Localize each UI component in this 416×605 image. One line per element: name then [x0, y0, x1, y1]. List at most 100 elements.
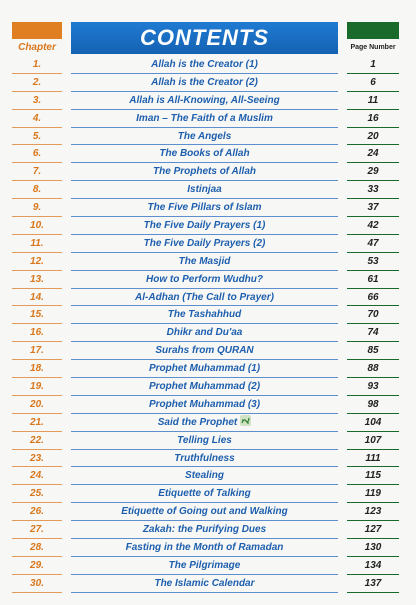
table-row[interactable]: 14. Al-Adhan (The Call to Prayer) 66 — [0, 289, 416, 307]
chapter-title[interactable]: Truthfulness — [71, 450, 338, 468]
chapter-title[interactable]: Prophet Muhammad (1) — [71, 360, 338, 379]
chapter-number: 4. — [12, 110, 62, 128]
page-number: 119 — [347, 485, 399, 504]
chapter-header: Chapter — [12, 22, 62, 56]
chapter-title-text: Prophet Muhammad (2) — [148, 381, 261, 393]
chapter-title[interactable]: The Angels — [71, 128, 338, 146]
chapter-number: 30. — [12, 575, 62, 593]
table-row[interactable]: 6. The Books of Allah 24 — [0, 145, 416, 164]
chapter-title-text: Prophet Muhammad (1) — [148, 363, 261, 375]
table-row[interactable]: 27. Zakah: the Purifying Dues 127 — [0, 521, 416, 540]
chapter-title-text: The Books of Allah — [159, 148, 250, 160]
table-row[interactable]: 12. The Masjid 53 — [0, 253, 416, 271]
chapter-title[interactable]: Dhikr and Du'aa — [71, 324, 338, 343]
chapter-title[interactable]: Etiquette of Talking — [71, 485, 338, 504]
chapter-number: 15. — [12, 306, 62, 325]
chapter-title[interactable]: How to Perform Wudhu? — [71, 271, 338, 289]
chapter-title[interactable]: Telling Lies — [71, 432, 338, 450]
chapter-title[interactable]: The Tashahhud — [71, 306, 338, 325]
table-row[interactable]: 7. The Prophets of Allah 29 — [0, 163, 416, 182]
table-row[interactable]: 9. The Five Pillars of Islam 37 — [0, 199, 416, 218]
page-number: 16 — [347, 110, 399, 128]
chapter-title[interactable]: The Books of Allah — [71, 145, 338, 164]
page-title: CONTENTS — [71, 22, 338, 54]
chapter-number: 19. — [12, 378, 62, 396]
chapter-title-text: Etiquette of Talking — [158, 488, 251, 500]
table-row[interactable]: 8. Istinjaa 33 — [0, 181, 416, 200]
chapter-title[interactable]: Allah is All-Knowing, All-Seeing — [71, 92, 338, 110]
table-row[interactable]: 13. How to Perform Wudhu? 61 — [0, 271, 416, 289]
page-number: 6 — [347, 74, 399, 92]
table-row[interactable]: 24. Stealing 115 — [0, 467, 416, 486]
page-number: 33 — [347, 181, 399, 200]
chapter-number: 22. — [12, 432, 62, 450]
chapter-title[interactable]: Iman – The Faith of a Muslim — [71, 110, 338, 128]
table-row[interactable]: 3. Allah is All-Knowing, All-Seeing 11 — [0, 92, 416, 110]
chapter-title[interactable]: Istinjaa — [71, 181, 338, 200]
table-row[interactable]: 11. The Five Daily Prayers (2) 47 — [0, 235, 416, 253]
chapter-title[interactable]: Allah is the Creator (1) — [71, 56, 338, 74]
table-row[interactable]: 17. Surahs from QURAN 85 — [0, 342, 416, 361]
table-row[interactable]: 16. Dhikr and Du'aa 74 — [0, 324, 416, 343]
table-row[interactable]: 21. Said the Prophet 104 — [0, 414, 416, 432]
table-row[interactable]: 2. Allah is the Creator (2) 6 — [0, 74, 416, 92]
chapter-title[interactable]: The Five Daily Prayers (1) — [71, 217, 338, 235]
chapter-title[interactable]: The Islamic Calendar — [71, 575, 338, 593]
chapter-header-label: Chapter — [18, 42, 56, 53]
chapter-title[interactable]: Etiquette of Going out and Walking — [71, 503, 338, 522]
page-number: 93 — [347, 378, 399, 396]
chapter-number: 17. — [12, 342, 62, 361]
chapter-title-text: Allah is the Creator (1) — [151, 59, 258, 70]
table-row[interactable]: 15. The Tashahhud 70 — [0, 306, 416, 325]
chapter-number: 2. — [12, 74, 62, 92]
page-number: 24 — [347, 145, 399, 164]
table-row[interactable]: 26. Etiquette of Going out and Walking 123 — [0, 503, 416, 522]
chapter-title[interactable]: Stealing — [71, 467, 338, 486]
chapter-title[interactable]: Surahs from QURAN — [71, 342, 338, 361]
chapter-number: 26. — [12, 503, 62, 522]
table-row[interactable]: 25. Etiquette of Talking 119 — [0, 485, 416, 504]
table-row[interactable]: 1. Allah is the Creator (1) 1 — [0, 56, 416, 74]
chapter-title-text: Iman – The Faith of a Muslim — [136, 112, 273, 124]
chapter-title[interactable]: Prophet Muhammad (3) — [71, 396, 338, 414]
chapter-title[interactable]: The Pilgrimage — [71, 557, 338, 575]
table-row[interactable]: 19. Prophet Muhammad (2) 93 — [0, 378, 416, 396]
chapter-title[interactable]: Said the Prophet — [71, 414, 338, 432]
chapter-title[interactable]: Zakah: the Purifying Dues — [71, 521, 338, 540]
table-row[interactable]: 10. The Five Daily Prayers (1) 42 — [0, 217, 416, 235]
chapter-title[interactable]: Al-Adhan (The Call to Prayer) — [71, 289, 338, 307]
chapter-number: 20. — [12, 396, 62, 414]
chapter-number: 16. — [12, 324, 62, 343]
page-number: 42 — [347, 217, 399, 235]
table-row[interactable]: 30. The Islamic Calendar 137 — [0, 575, 416, 593]
page-number: 1 — [347, 56, 399, 74]
chapter-number: 24. — [12, 467, 62, 486]
chapter-number: 9. — [12, 199, 62, 218]
table-row[interactable]: 4. Iman – The Faith of a Muslim 16 — [0, 110, 416, 128]
chapter-title[interactable]: The Five Daily Prayers (2) — [71, 235, 338, 253]
table-row[interactable]: 29. The Pilgrimage 134 — [0, 557, 416, 575]
chapter-title-text: Etiquette of Going out and Walking — [121, 506, 288, 518]
table-row[interactable]: 28. Fasting in the Month of Ramadan 130 — [0, 539, 416, 557]
table-row[interactable]: 5. The Angels 20 — [0, 128, 416, 146]
chapter-title[interactable]: Allah is the Creator (2) — [71, 74, 338, 92]
chapter-title-text: How to Perform Wudhu? — [145, 273, 264, 285]
chapter-title[interactable]: The Prophets of Allah — [71, 163, 338, 182]
chapter-number: 18. — [12, 360, 62, 379]
chapter-title[interactable]: The Masjid — [71, 253, 338, 271]
chapter-title[interactable]: Prophet Muhammad (2) — [71, 378, 338, 396]
chapter-title-text: Allah is All-Knowing, All-Seeing — [129, 94, 280, 106]
chapter-title[interactable]: The Five Pillars of Islam — [71, 199, 338, 218]
chapter-number: 6. — [12, 145, 62, 164]
page-number-header-bar — [347, 22, 399, 39]
table-row[interactable]: 22. Telling Lies 107 — [0, 432, 416, 450]
page-number: 37 — [347, 199, 399, 218]
page-number: 53 — [347, 253, 399, 271]
chapter-title-text: Surahs from QURAN — [155, 345, 254, 357]
chapter-title-text: Fasting in the Month of Ramadan — [125, 542, 284, 554]
chapter-number: 29. — [12, 557, 62, 575]
table-row[interactable]: 18. Prophet Muhammad (1) 88 — [0, 360, 416, 379]
table-row[interactable]: 20. Prophet Muhammad (3) 98 — [0, 396, 416, 414]
table-row[interactable]: 23. Truthfulness 111 — [0, 450, 416, 468]
chapter-title[interactable]: Fasting in the Month of Ramadan — [71, 539, 338, 557]
